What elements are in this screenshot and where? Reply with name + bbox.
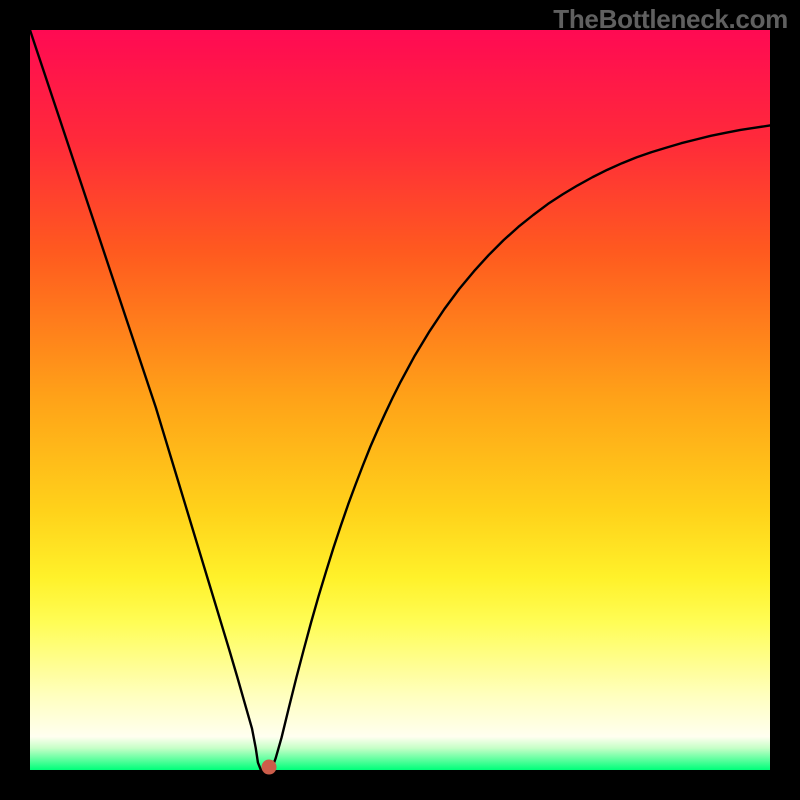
chart-background [30,30,770,770]
optimal-point-marker [262,760,277,775]
watermark-text: TheBottleneck.com [553,4,788,35]
chart-canvas [0,0,800,800]
chart-root: TheBottleneck.com [0,0,800,800]
